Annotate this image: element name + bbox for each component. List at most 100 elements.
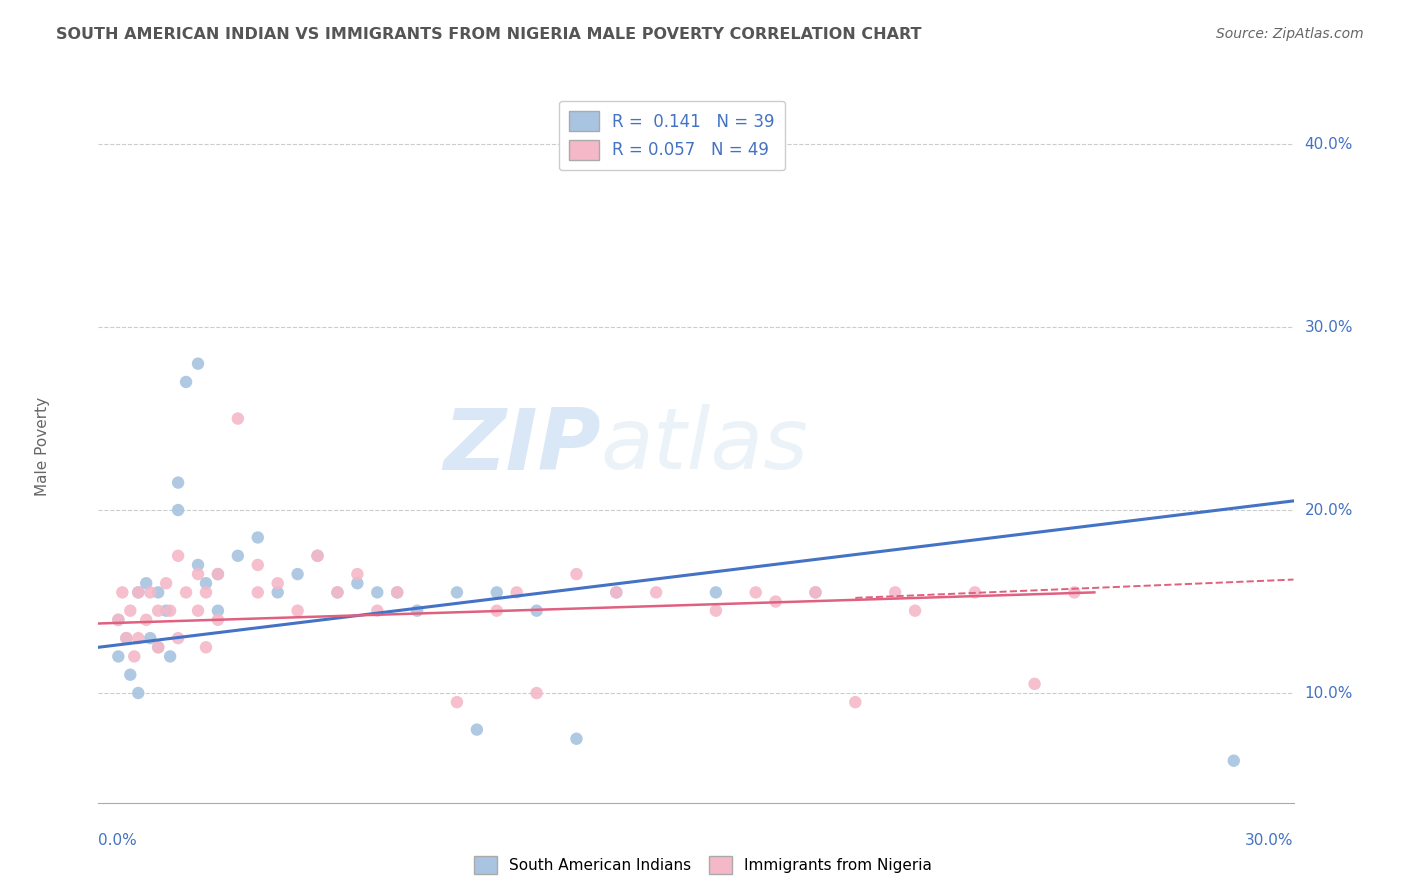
Point [187,558,209,572]
Point [246,585,269,599]
Point [148,640,170,655]
Point [107,613,129,627]
Point [745,585,768,599]
Point [1024,677,1046,691]
Point [167,631,190,645]
Point [207,604,229,618]
Point [1063,585,1085,599]
Point [207,567,229,582]
Point [307,549,329,563]
Text: 30.0%: 30.0% [1246,833,1294,848]
Point [485,604,508,618]
Point [326,585,349,599]
Point [135,576,157,591]
Point [465,723,488,737]
Point [287,567,309,582]
Point [174,585,197,599]
Point [446,695,468,709]
Point [187,604,209,618]
Point [526,686,548,700]
Point [194,640,218,655]
Point [120,667,142,681]
Point [167,475,190,490]
Point [115,631,138,645]
Legend: R =  0.141   N = 39, R = 0.057   N = 49: R = 0.141 N = 39, R = 0.057 N = 49 [560,101,785,170]
Point [267,576,290,591]
Point [267,585,290,599]
Text: 30.0%: 30.0% [1305,319,1353,334]
Point [167,549,190,563]
Point [904,604,927,618]
Point [127,686,149,700]
Point [155,604,177,618]
Point [207,613,229,627]
Text: atlas: atlas [600,404,808,488]
Point [207,567,229,582]
Point [107,649,129,664]
Text: SOUTH AMERICAN INDIAN VS IMMIGRANTS FROM NIGERIA MALE POVERTY CORRELATION CHART: SOUTH AMERICAN INDIAN VS IMMIGRANTS FROM… [56,27,922,42]
Point [446,585,468,599]
Point [366,604,388,618]
Point [139,631,162,645]
Point [385,585,409,599]
Point [346,567,368,582]
Point [148,585,170,599]
Text: 40.0%: 40.0% [1305,136,1353,152]
Point [155,576,177,591]
Point [605,585,627,599]
Point [704,585,727,599]
Point [115,631,138,645]
Point [159,649,181,664]
Point [194,576,218,591]
Legend: South American Indians, Immigrants from Nigeria: South American Indians, Immigrants from … [468,850,938,880]
Point [804,585,827,599]
Point [526,604,548,618]
Point [127,631,149,645]
Point [127,585,149,599]
Point [135,613,157,627]
Point [139,585,162,599]
Point [485,585,508,599]
Point [765,594,787,608]
Point [127,585,149,599]
Text: 10.0%: 10.0% [1305,686,1353,700]
Point [704,604,727,618]
Text: ZIP: ZIP [443,404,600,488]
Point [120,604,142,618]
Point [844,695,866,709]
Point [506,585,529,599]
Point [159,604,181,618]
Point [346,576,368,591]
Point [107,613,129,627]
Point [326,585,349,599]
Point [385,585,409,599]
Point [963,585,986,599]
Point [406,604,429,618]
Point [111,585,134,599]
Point [884,585,907,599]
Point [366,585,388,599]
Point [148,640,170,655]
Point [565,731,588,746]
Point [605,585,627,599]
Point [804,585,827,599]
Point [167,503,190,517]
Point [187,567,209,582]
Point [187,357,209,371]
Point [645,585,668,599]
Point [226,549,249,563]
Text: Male Poverty: Male Poverty [35,396,51,496]
Point [246,558,269,572]
Point [565,567,588,582]
Point [1222,754,1246,768]
Text: 20.0%: 20.0% [1305,502,1353,517]
Point [246,531,269,545]
Point [194,585,218,599]
Point [226,411,249,425]
Point [307,549,329,563]
Point [174,375,197,389]
Point [124,649,146,664]
Point [148,604,170,618]
Point [287,604,309,618]
Text: 0.0%: 0.0% [98,833,138,848]
